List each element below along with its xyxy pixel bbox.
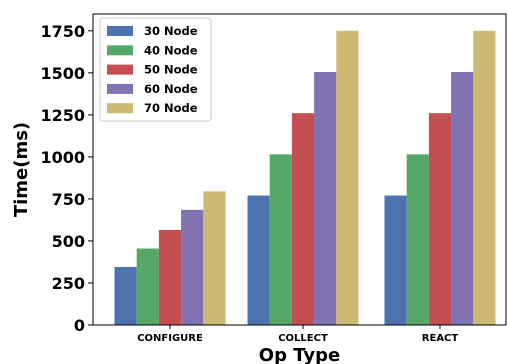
bar-70-node-configure [203, 191, 226, 325]
x-tick-label: CONFIGURE [137, 333, 203, 344]
legend-label: 30 Node [144, 24, 198, 38]
legend-swatch [107, 45, 133, 56]
legend-label: 40 Node [144, 43, 198, 57]
x-axis-label: Op Type [259, 345, 340, 364]
y-tick-label: 0 [74, 316, 85, 335]
plot-frame [92, 13, 507, 326]
bar-50-node-configure [158, 230, 182, 325]
y-axis: 0 250 500 750 1000 1250 1500 1750 [40, 22, 93, 335]
bars-group [114, 30, 496, 326]
legend-label: 50 Node [144, 63, 198, 77]
y-axis-label: Time(ms) [11, 122, 32, 217]
bar-60-node-configure [181, 209, 204, 325]
y-tick-label: 500 [52, 232, 85, 251]
y-tick-label: 1000 [40, 148, 85, 167]
x-tick-label: REACT [422, 333, 459, 344]
bar-50-node-react [428, 113, 452, 326]
bar-50-node-collect [291, 113, 315, 326]
bar-60-node-collect [314, 71, 337, 325]
legend-swatch [107, 103, 133, 114]
legend-label: 70 Node [144, 101, 198, 115]
bar-40-node-collect [269, 154, 292, 325]
bar-70-node-react [473, 30, 496, 325]
y-tick-label: 1750 [40, 22, 85, 41]
bar-60-node-react [451, 71, 474, 325]
legend-label: 60 Node [144, 82, 198, 96]
bar-40-node-configure [136, 248, 159, 325]
y-tick-label: 750 [52, 190, 85, 209]
bar-30-node-collect [247, 195, 270, 325]
legend: 30 Node 40 Node 50 Node 60 Node 70 Node [99, 17, 212, 122]
legend-swatch [107, 64, 133, 75]
bar-30-node-react [384, 195, 407, 325]
y-tick-label: 1500 [40, 64, 85, 83]
x-axis: CONFIGURE COLLECT REACT [137, 325, 458, 344]
legend-swatch [107, 83, 133, 94]
bar-70-node-collect [336, 30, 359, 325]
legend-swatch [107, 26, 133, 36]
bar-40-node-react [406, 154, 429, 325]
bar-30-node-configure [114, 267, 137, 325]
y-tick-label: 250 [52, 274, 85, 293]
x-tick-label: COLLECT [278, 333, 328, 344]
legend-box [99, 17, 212, 122]
y-tick-label: 1250 [40, 106, 85, 125]
